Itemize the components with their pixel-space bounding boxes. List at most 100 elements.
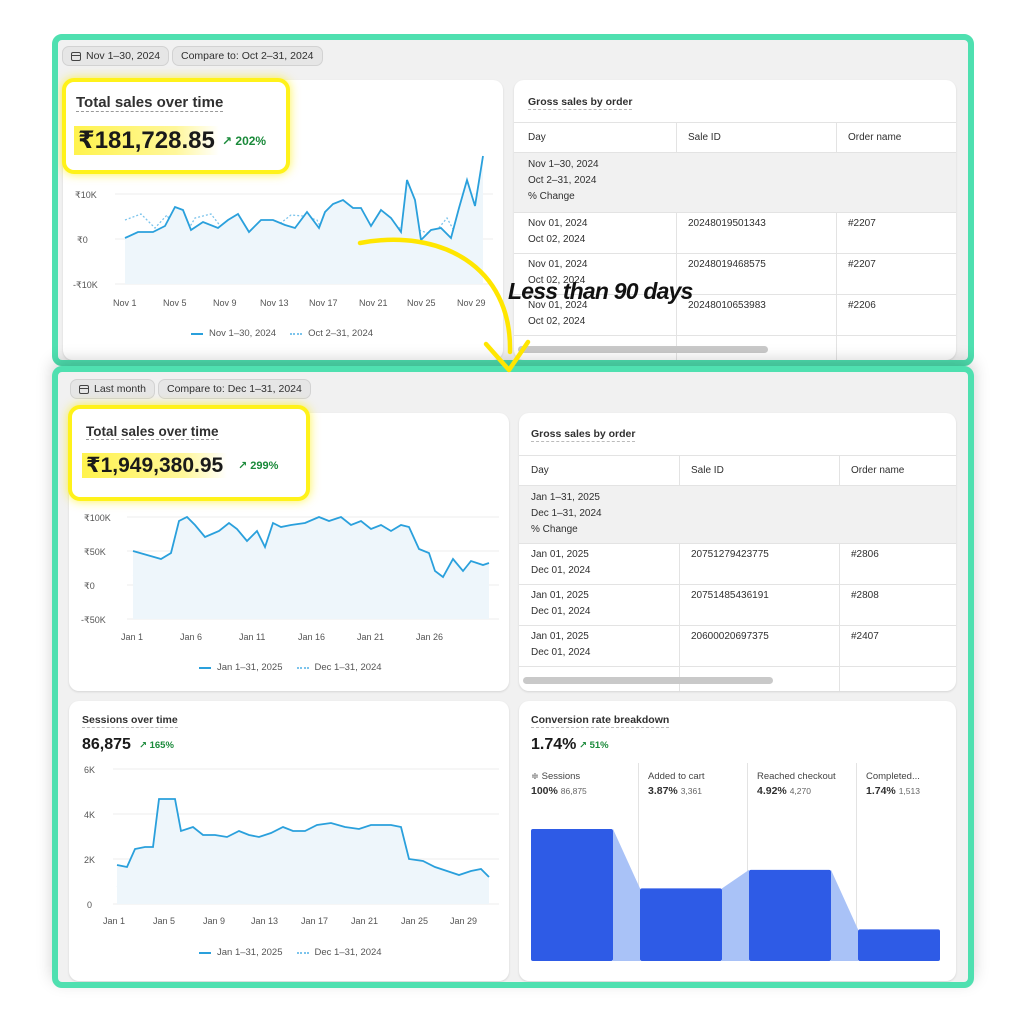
report-panel-november: Nov 1–30, 2024 Compare to: Oct 2–31, 202…: [52, 34, 974, 366]
y-tick: -₹50K: [81, 615, 106, 625]
row-order-name[interactable]: #2407: [851, 631, 879, 642]
y-tick: -₹10K: [73, 280, 98, 290]
orders-table: Day Sale ID Order name Nov 1–30, 2024 Oc…: [514, 122, 956, 360]
comparison-annotation: Less than 90 days: [508, 278, 693, 304]
row-day: Jan 01, 2025: [531, 549, 589, 560]
change-value: 299%: [250, 460, 279, 472]
column-header-order-name[interactable]: Order name: [848, 132, 902, 143]
x-tick: Nov 5: [163, 298, 187, 308]
sales-line-chart: [127, 515, 499, 620]
column-header-sale-id[interactable]: Sale ID: [691, 465, 724, 476]
x-tick: Jan 17: [301, 916, 329, 926]
funnel-step-label: Reached checkout: [757, 771, 836, 782]
x-tick: Nov 21: [359, 298, 388, 308]
x-tick: Jan 11: [239, 632, 266, 642]
legend-previous-swatch: [296, 666, 309, 669]
x-tick: Jan 21: [357, 632, 385, 642]
legend-previous: Dec 1–31, 2024: [314, 947, 382, 958]
funnel-bar[interactable]: [749, 869, 831, 961]
row-day-compare: Oct 02, 2024: [528, 234, 586, 245]
row-order-name[interactable]: #2207: [848, 259, 876, 270]
summary-change: % Change: [531, 524, 578, 535]
summary-row: [519, 485, 956, 543]
date-range-button[interactable]: Nov 1–30, 2024: [62, 46, 170, 66]
legend-previous: Dec 1–31, 2024: [314, 662, 382, 673]
funnel-step-label: ≑ Sessions: [531, 771, 581, 782]
row-day: Jan 01, 2025: [531, 631, 589, 642]
row-day: Jan 01, 2025: [531, 590, 589, 601]
x-tick: Jan 25: [401, 916, 429, 926]
funnel: ≑ Sessions 100% 86,875 Added to cart 3.8…: [519, 763, 956, 981]
conversion-title: Conversion rate breakdown: [531, 714, 670, 728]
funnel-dropoff: [831, 869, 858, 961]
summary-current: Jan 1–31, 2025: [531, 492, 600, 503]
row-day: Nov 01, 2024: [528, 259, 588, 270]
row-order-name[interactable]: #2207: [848, 218, 876, 229]
date-range-button[interactable]: Last month: [70, 379, 155, 399]
sessions-change: ↗ 165%: [139, 740, 174, 751]
total-sales-title: Total sales over time: [86, 424, 219, 440]
column-header-order-name[interactable]: Order name: [851, 465, 905, 476]
funnel-bar[interactable]: [531, 829, 613, 961]
funnel-step-stats: 3.87% 3,361: [648, 785, 702, 797]
x-tick: Nov 1: [113, 298, 137, 308]
column-header-day[interactable]: Day: [528, 132, 546, 143]
row-day-compare: Oct 02, 2024: [528, 316, 586, 327]
x-tick: Jan 13: [251, 916, 279, 926]
x-tick: Jan 1: [121, 632, 144, 642]
row-day-compare: Dec 01, 2024: [531, 647, 591, 658]
y-tick: ₹0: [84, 581, 95, 591]
sessions-title: Sessions over time: [82, 714, 178, 728]
y-tick: ₹50K: [84, 547, 106, 557]
sessions-line-chart: [113, 768, 499, 905]
row-sale-id: 20751279423775: [691, 549, 769, 560]
x-tick: Nov 9: [213, 298, 237, 308]
x-tick: Jan 21: [351, 916, 379, 926]
column-header-day[interactable]: Day: [531, 465, 549, 476]
horizontal-scrollbar[interactable]: [518, 346, 768, 353]
y-tick: ₹10K: [75, 190, 97, 200]
legend-previous-swatch: [290, 332, 303, 335]
funnel-bar[interactable]: [640, 888, 722, 961]
row-order-name[interactable]: #2206: [848, 300, 876, 311]
row-day: Nov 01, 2024: [528, 218, 588, 229]
legend-current: Jan 1–31, 2025: [217, 947, 283, 958]
row-sale-id: 20248010653983: [688, 300, 766, 311]
total-sales-change: ↗ 299%: [238, 460, 279, 472]
compare-button[interactable]: Compare to: Oct 2–31, 2024: [172, 46, 323, 66]
x-tick: Jan 26: [416, 632, 444, 642]
x-tick: Nov 25: [407, 298, 436, 308]
compare-button[interactable]: Compare to: Dec 1–31, 2024: [158, 379, 311, 399]
total-sales-highlight: Total sales over time ₹181,728.85 ↗ 202%: [62, 78, 290, 174]
calendar-icon: [79, 384, 89, 394]
row-order-name[interactable]: #2808: [851, 590, 879, 601]
funnel-dropoff: [613, 829, 640, 961]
chart-legend: Nov 1–30, 2024 Oct 2–31, 2024: [191, 328, 373, 339]
funnel-bar[interactable]: [858, 929, 940, 961]
report-panel-january: Last month Compare to: Dec 1–31, 2024 ₹1…: [52, 366, 974, 988]
horizontal-scrollbar[interactable]: [523, 677, 773, 684]
summary-change: % Change: [528, 191, 575, 202]
summary-previous: Oct 2–31, 2024: [528, 175, 597, 186]
y-tick: 4K: [84, 810, 96, 820]
funnel-step-stats: 1.74% 1,513: [866, 785, 920, 797]
chart-legend: Jan 1–31, 2025 Dec 1–31, 2024: [199, 662, 382, 673]
column-header-sale-id[interactable]: Sale ID: [688, 132, 721, 143]
legend-current: Nov 1–30, 2024: [209, 328, 277, 339]
row-order-name[interactable]: #2806: [851, 549, 879, 560]
funnel-step-label: Added to cart: [648, 771, 705, 782]
legend-current-swatch: [199, 666, 211, 669]
x-tick: Nov 13: [260, 298, 289, 308]
total-sales-value: ₹1,949,380.95: [82, 453, 228, 478]
legend-previous-swatch: [296, 951, 309, 954]
row-day: Nov 01, 2024: [528, 300, 588, 311]
conversion-change: ↗ 51%: [579, 740, 609, 751]
total-sales-highlight: Total sales over time ₹1,949,380.95 ↗ 29…: [68, 405, 310, 501]
y-tick: 2K: [84, 855, 96, 865]
x-tick: Jan 29: [450, 916, 478, 926]
funnel-step-label: Completed...: [866, 771, 920, 782]
x-tick: Jan 16: [298, 632, 326, 642]
funnel-step-stats: 100% 86,875: [531, 785, 587, 797]
row-day-compare: Dec 01, 2024: [531, 606, 591, 617]
